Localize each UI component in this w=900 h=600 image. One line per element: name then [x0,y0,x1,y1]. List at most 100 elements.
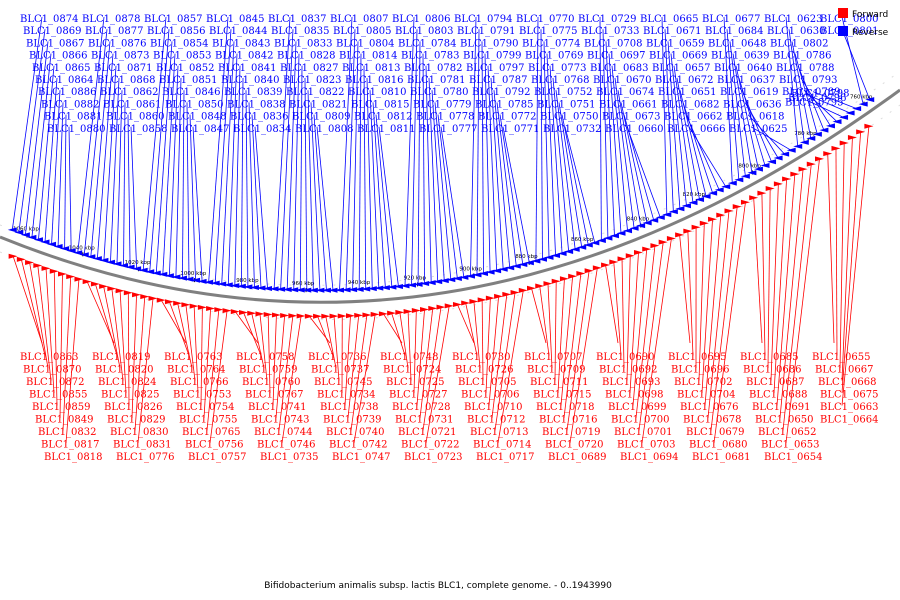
reverse-gene-arrow [420,280,430,286]
reverse-gene-label: BLC1_0659 [646,38,704,49]
reverse-gene-label: BLC1_0800 [820,14,878,25]
reverse-gene-label: BLC1_0789 [782,87,840,98]
forward-gene-label: BLC1_0872 [26,377,84,388]
forward-gene-arrow [823,151,833,157]
reverse-gene-arrow [858,101,868,107]
forward-gene-arrow [452,301,462,307]
forward-gene-arrow [749,195,759,201]
gene-leader-line [485,298,491,394]
reverse-gene-arrow [583,242,593,248]
gene-leader-line [546,53,556,256]
gene-leader-line [641,238,672,444]
gene-leader-line [169,301,190,356]
forward-gene-label: BLC1_0687 [746,377,804,388]
gene-leader-line [369,90,380,289]
forward-gene-arrow [568,273,578,279]
forward-gene-arrow [329,313,339,319]
forward-gene-label: BLC1_0713 [470,427,528,438]
reverse-gene-label: BLC1_0876 [88,38,146,49]
gene-leader-line [679,90,707,197]
reverse-gene-label: BLC1_0661 [599,99,657,110]
gene-leader-line [476,29,480,275]
legend-reverse-swatch [838,26,848,36]
forward-gene-label: BLC1_0767 [245,390,303,401]
forward-gene-arrow [304,313,314,319]
forward-gene-arrow [337,313,347,319]
gene-leader-line [494,292,516,431]
forward-gene-arrow [625,253,635,259]
reverse-gene-label: BLC1_0846 [162,87,220,98]
forward-gene-label: BLC1_0719 [542,427,600,438]
reverse-gene-label: BLC1_0636 [723,99,781,110]
gene-leader-line [605,264,619,344]
forward-gene-arrow [444,303,454,309]
forward-gene-label: BLC1_0745 [314,377,372,388]
gene-leader-line [316,126,334,291]
reverse-gene-label: BLC1_0781 [407,75,465,86]
reverse-gene-arrow [786,147,796,153]
forward-gene-label: BLC1_0727 [389,390,447,401]
reverse-gene-arrow [184,276,194,282]
gene-leader-line [557,278,565,394]
reverse-gene-arrow [33,237,43,243]
reverse-gene-label: BLC1_0780 [410,87,468,98]
reverse-gene-label: BLC1_0816 [345,75,403,86]
reverse-gene-arrow [511,263,521,269]
forward-gene-label: BLC1_0746 [257,440,315,451]
gene-leader-line [470,16,477,277]
gene-leader-line [422,307,442,431]
gene-leader-line [383,313,403,344]
reverse-gene-label: BLC1_0809 [292,112,350,123]
forward-gene-label: BLC1_0703 [617,440,675,451]
forward-gene-arrow [411,308,421,314]
gene-leader-line [248,102,255,288]
gene-leader-line [569,267,598,444]
gene-leader-line [254,126,268,289]
reverse-gene-arrow [256,285,266,291]
gene-leader-line [208,16,229,283]
gene-leader-line [31,53,52,238]
gene-leader-line [251,313,265,369]
reverse-gene-arrow [145,269,155,275]
reverse-gene-arrow [282,287,292,293]
reverse-gene-arrow [276,286,286,292]
gene-leader-line [110,77,120,263]
gene-leader-line [272,315,277,406]
forward-gene-label: BLC1_0689 [548,452,606,463]
reverse-gene-arrow [27,234,37,240]
gene-leader-line [186,102,190,280]
forward-gene-label: BLC1_0681 [692,452,750,463]
forward-gene-label: BLC1_0678 [683,415,741,426]
reverse-gene-arrow [308,287,318,293]
forward-gene-label: BLC1_0711 [530,377,588,388]
forward-gene-label: BLC1_0829 [107,415,165,426]
reverse-gene-arrow [688,200,698,206]
reverse-gene-arrow [426,280,436,286]
gene-leader-line [770,183,779,381]
forward-gene-label: BLC1_0755 [179,415,237,426]
reverse-gene-arrow [40,239,50,245]
reverse-gene-label: BLC1_0868 [97,75,155,86]
gene-leader-line [422,53,426,284]
forward-gene-arrow [164,299,174,305]
gene-leader-line [59,273,63,419]
gene-leader-line [704,215,722,406]
forward-gene-arrow [107,286,117,292]
forward-gene-label: BLC1_0709 [527,365,585,376]
forward-gene-label: BLC1_0849 [35,415,93,426]
gene-leader-line [713,202,746,444]
gene-leader-line [747,114,785,155]
reverse-gene-label: BLC1_0867 [26,38,84,49]
forward-gene-label: BLC1_0720 [545,440,603,451]
reverse-gene-label: BLC1_0794 [454,14,512,25]
gene-leader-line [735,65,759,170]
forward-gene-label: BLC1_0702 [674,377,732,388]
forward-gene-label: BLC1_0870 [23,365,81,376]
reverse-gene-label: BLC1_0857 [144,14,202,25]
reverse-gene-label: BLC1_0854 [150,38,208,49]
gene-leader-line [531,288,547,344]
gene-leader-line [661,16,668,215]
forward-gene-label: BLC1_0731 [395,415,453,426]
forward-gene-arrow [683,228,693,234]
gene-leader-line [347,315,360,419]
